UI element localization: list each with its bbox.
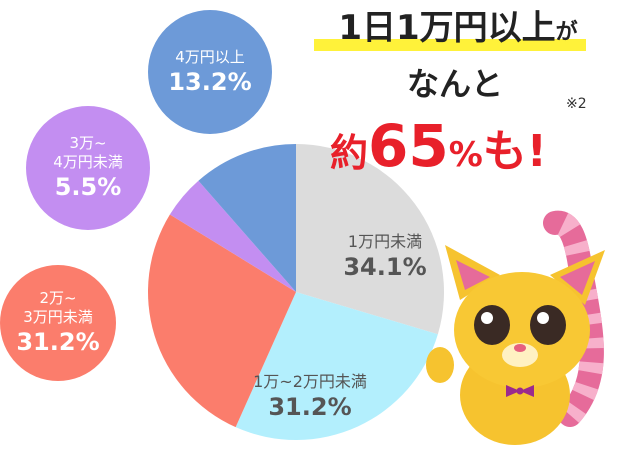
slice-label-1to2man: 1万~2万円未満 31.2%: [225, 372, 395, 422]
pie-slice-2: [147, 214, 296, 428]
headline-number: 65: [368, 112, 449, 180]
pie-slice-3: [169, 180, 296, 292]
headline-unit: %: [448, 135, 483, 175]
pie-slice-4: [198, 144, 296, 292]
mascot-tail-stripes: [552, 210, 604, 423]
bubble-percent: 31.2%: [16, 328, 100, 356]
headline-prefix: 約: [330, 131, 369, 175]
pie-slice-0: [296, 144, 444, 335]
mascot-eye-left: [474, 305, 510, 345]
mascot-nose: [514, 344, 526, 352]
pie-slice-1: [235, 292, 438, 441]
bubble-2to3man: 2万~ 3万円未満 31.2%: [0, 265, 116, 381]
slice-percent: 34.1%: [343, 253, 427, 281]
bubble-3to4man: 3万~ 4万円未満 5.5%: [26, 106, 150, 230]
bubble-label-line2: 4万円未満: [53, 153, 123, 171]
slice-percent: 31.2%: [268, 393, 352, 421]
mascot-muzzle: [502, 343, 538, 367]
bubble-label-line2: 3万円未満: [23, 308, 93, 326]
slice-name: 1万円未満: [347, 232, 423, 251]
headline-line1: 1日1万円以上が: [308, 8, 608, 53]
headline-line1-suffix: が: [555, 20, 578, 45]
mascot-bow-knot: [516, 387, 524, 395]
bubble-label: 4万円以上: [175, 47, 245, 66]
cat-mascot-illustration: [426, 210, 605, 445]
bubble-label-line1: 2万~: [39, 289, 77, 307]
slice-name: 1万~2万円未満: [253, 372, 367, 391]
mascot-eye-shine-right: [537, 312, 549, 324]
bubble-percent: 5.5%: [54, 173, 122, 201]
mascot-ear-inner-right: [560, 261, 595, 295]
mascot-head: [454, 272, 590, 388]
headline-line3: 約65%も!: [330, 112, 620, 180]
mascot-eye-shine-left: [481, 312, 493, 324]
headline-suffix: も!: [482, 126, 547, 177]
headline-line1-text: 1日1万円以上: [338, 8, 556, 48]
headline-line2: なんと: [406, 65, 503, 103]
footnote-mark: ※2: [566, 96, 587, 112]
bubble-percent: 13.2%: [168, 67, 252, 96]
mascot-ear-inner-left: [456, 260, 490, 290]
mascot-arm: [426, 347, 454, 383]
mascot-eye-right: [530, 305, 566, 345]
slice-label-under-1man: 1万円未満 34.1%: [320, 232, 450, 282]
bubble-over-4man: 4万円以上 13.2%: [148, 10, 272, 134]
bubble-label-line1: 3万~: [69, 134, 107, 152]
